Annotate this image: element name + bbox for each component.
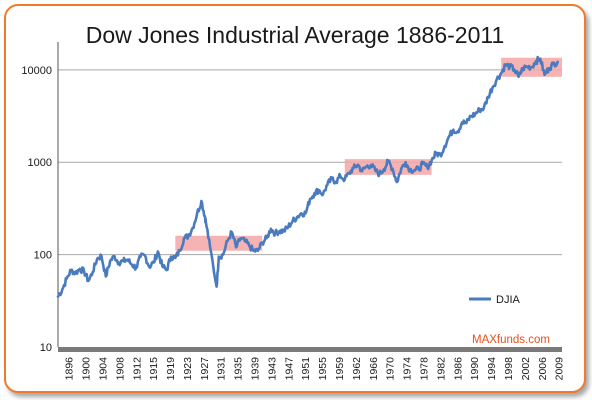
tick-labels: 10 100 1000 10000 1896 1900 1904 1908 1912 1915 19… <box>21 65 565 381</box>
x-tick-label: 1986 <box>452 357 464 381</box>
chart-frame: Dow Jones Industrial Average 1886-2011 1… <box>4 4 586 393</box>
x-tick-label: 1959 <box>334 357 346 381</box>
x-tick-label: 1955 <box>317 357 329 381</box>
x-tick-label: 1951 <box>300 357 312 381</box>
x-tick-label: 1998 <box>503 357 515 381</box>
series-layer <box>56 55 560 299</box>
x-axis <box>58 347 562 352</box>
x-tick-label: 1978 <box>419 357 431 381</box>
chart-title: Dow Jones Industrial Average 1886-2011 <box>85 22 505 48</box>
x-tick-label: 1982 <box>435 357 447 381</box>
x-tick-label: 1927 <box>199 357 211 381</box>
x-tick-label: 1919 <box>165 357 177 381</box>
x-tick-label: 1896 <box>64 357 76 381</box>
x-tick-label: 1904 <box>97 357 109 381</box>
y-tick-label: 10 <box>40 342 52 354</box>
legend-label-djia: DJIA <box>496 294 521 306</box>
x-tick-label: 2009 <box>554 357 566 381</box>
series-line-djia <box>56 55 560 299</box>
y-tick-label: 100 <box>34 250 52 262</box>
x-tick-label: 1970 <box>385 357 397 381</box>
x-tick-label: 1947 <box>283 357 295 381</box>
legend: DJIA <box>469 294 521 306</box>
x-tick-label: 1943 <box>266 357 278 381</box>
dow-jones-line-chart: 10 100 1000 10000 1896 1900 1904 1908 1912 1915 19… <box>21 42 566 381</box>
source-credit: MAXfunds.com <box>472 334 550 346</box>
x-tick-label: 1994 <box>486 357 498 381</box>
x-tick-label: 2006 <box>537 357 549 381</box>
x-tick-label: 1915 <box>148 357 160 381</box>
x-tick-label: 1939 <box>250 357 262 381</box>
x-tick-label: 1908 <box>114 357 126 381</box>
x-tick-label: 1966 <box>368 357 380 381</box>
axes <box>57 42 562 352</box>
x-tick-label: 1990 <box>469 357 481 381</box>
x-tick-label: 2002 <box>520 357 532 381</box>
x-tick-label: 1935 <box>233 357 245 381</box>
x-tick-label: 1931 <box>216 357 228 381</box>
x-tick-label: 1900 <box>81 357 93 381</box>
highlight-bands <box>175 57 562 251</box>
x-tick-label: 1912 <box>131 357 143 381</box>
x-tick-label: 1962 <box>351 357 363 381</box>
y-tick-label: 1000 <box>28 157 52 169</box>
x-tick-label: 1923 <box>182 357 194 381</box>
x-tick-label: 1974 <box>402 357 414 381</box>
y-tick-label: 10000 <box>21 65 52 77</box>
